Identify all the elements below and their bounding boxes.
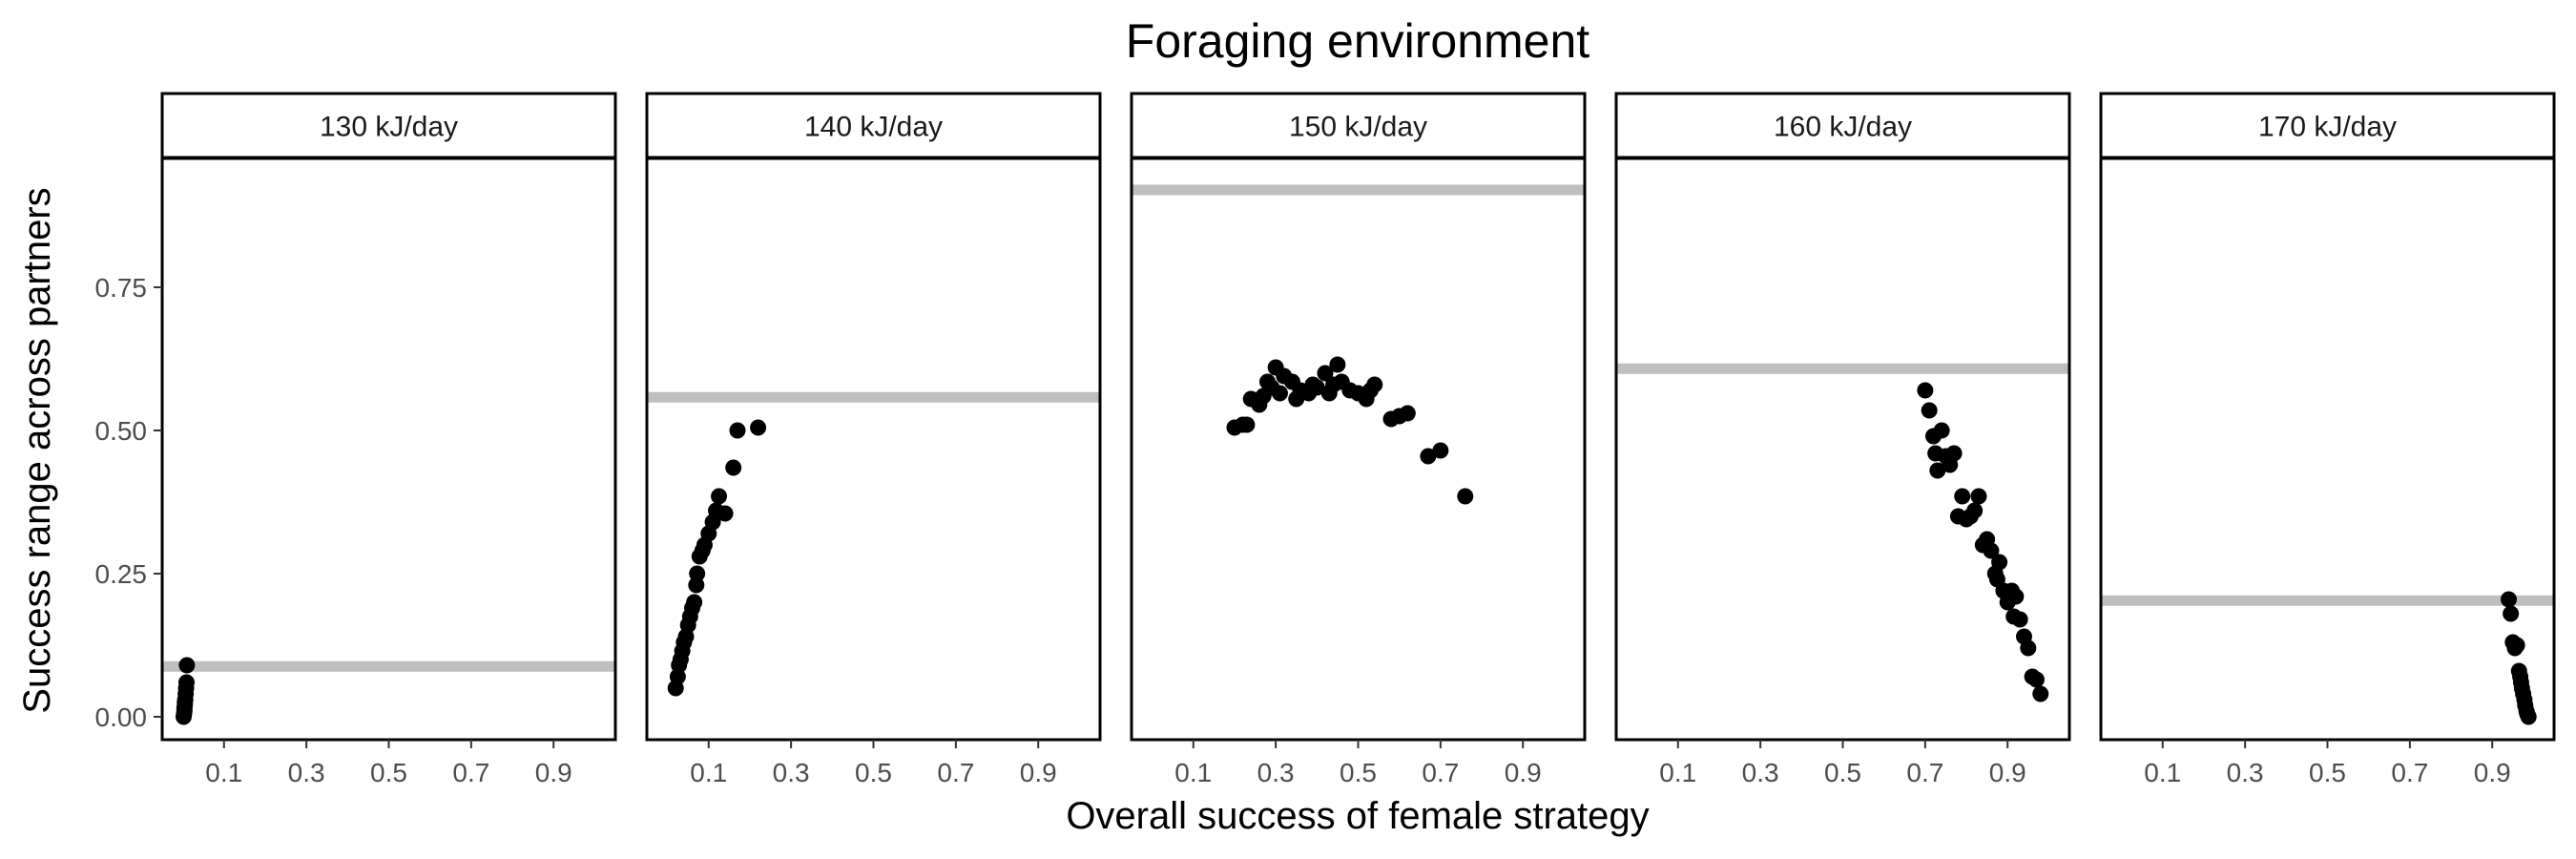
data-point (2501, 591, 2517, 608)
x-tick-label: 0.3 (1742, 758, 1779, 787)
x-tick-label: 0.7 (452, 758, 489, 787)
data-point (1457, 488, 1474, 505)
panel-border (1614, 157, 2071, 742)
points-group (175, 657, 196, 725)
data-point (1238, 416, 1256, 433)
y-tick-label: 0.00 (95, 702, 148, 732)
chart-title: Foraging environment (1126, 14, 1589, 68)
data-point (1970, 488, 1987, 505)
data-point (1991, 554, 2008, 571)
data-point (1308, 379, 1325, 396)
strip-box (2099, 92, 2556, 159)
x-tick-label: 0.9 (2474, 758, 2511, 787)
strip-label: 160 kJ/day (1774, 112, 1912, 143)
data-point (1954, 488, 1971, 505)
strip-label: 140 kJ/day (804, 112, 943, 143)
panel-border (160, 157, 617, 742)
points-group (1917, 382, 2049, 702)
data-point (1917, 382, 1934, 399)
x-tick-label: 0.1 (2144, 758, 2181, 787)
data-point (729, 422, 746, 439)
data-point (1420, 448, 1437, 465)
data-point (1929, 462, 1946, 479)
data-point (750, 419, 767, 436)
strip-label: 150 kJ/day (1289, 112, 1427, 143)
data-point (689, 565, 706, 582)
data-point (1366, 376, 1383, 393)
x-tick-label: 0.7 (937, 758, 974, 787)
data-point (1317, 365, 1334, 382)
x-tick-label: 0.9 (1989, 758, 2026, 787)
points-group (667, 419, 767, 697)
x-tick-label: 0.5 (1824, 758, 1861, 787)
data-point (2520, 708, 2537, 725)
strip-box (1130, 92, 1587, 159)
data-point (711, 488, 728, 505)
x-tick-label: 0.9 (535, 758, 572, 787)
x-tick-label: 0.5 (2309, 758, 2346, 787)
x-tick-label: 0.9 (1020, 758, 1057, 787)
data-point (686, 594, 703, 611)
data-point (2032, 685, 2049, 702)
x-tick-label: 0.3 (1257, 758, 1295, 787)
data-point (1921, 402, 1938, 419)
x-tick-label: 0.1 (205, 758, 242, 787)
panel-2: 150 kJ/day 0.1 0.3 0.5 0.7 0.9 (1130, 92, 1587, 787)
x-tick-label: 0.1 (1659, 758, 1696, 787)
x-tick-label: 0.3 (288, 758, 325, 787)
y-axis: 0.00 0.25 0.50 0.75 (95, 273, 162, 732)
x-tick-label: 0.1 (690, 758, 727, 787)
data-point (2007, 588, 2025, 605)
y-tick-label: 0.75 (95, 273, 148, 303)
panel-4: 170 kJ/day 0.1 0.3 0.5 0.7 0.9 (2099, 92, 2556, 787)
x-axis-title: Overall success of female strategy (1066, 795, 1649, 837)
strip-box (645, 92, 1102, 159)
points-group (1226, 356, 1474, 505)
panel-border (645, 157, 1102, 742)
data-point (1432, 442, 1449, 459)
x-tick-label: 0.7 (1906, 758, 1943, 787)
strip-box (1614, 92, 2071, 159)
data-point (1271, 385, 1288, 402)
x-tick-label: 0.7 (2391, 758, 2428, 787)
y-tick-label: 0.50 (95, 416, 148, 446)
data-point (2503, 605, 2520, 622)
x-tick-label: 0.5 (370, 758, 407, 787)
x-tick-label: 0.9 (1505, 758, 1542, 787)
y-axis-title: Success range across partners (16, 187, 58, 713)
strip-box (160, 92, 617, 159)
strip-label: 130 kJ/day (320, 112, 458, 143)
strip-label: 170 kJ/day (2258, 112, 2397, 143)
panel-border (2099, 157, 2556, 742)
x-tick-label: 0.5 (855, 758, 892, 787)
panel-border (1130, 157, 1587, 742)
x-tick-label: 0.3 (773, 758, 810, 787)
data-point (1966, 502, 1984, 519)
data-point (1983, 542, 2000, 559)
x-tick-label: 0.7 (1422, 758, 1459, 787)
panels-group: 130 kJ/day 0.1 0.3 0.5 0.7 0.9 140 kJ/day 0.1 0.… (160, 92, 2556, 787)
data-point (1399, 405, 1416, 422)
data-point (2027, 671, 2045, 688)
data-point (2508, 637, 2525, 654)
data-point (1329, 356, 1346, 373)
data-point (2020, 639, 2037, 657)
data-point (2011, 611, 2028, 628)
panel-0: 130 kJ/day 0.1 0.3 0.5 0.7 0.9 (160, 92, 617, 787)
x-tick-label: 0.5 (1340, 758, 1377, 787)
data-point (1933, 422, 1950, 439)
data-point (717, 505, 734, 522)
points-group (2501, 591, 2537, 725)
data-point (725, 459, 742, 476)
y-tick-label: 0.25 (95, 559, 148, 589)
x-tick-label: 0.1 (1174, 758, 1212, 787)
data-point (177, 674, 195, 691)
data-point (1945, 445, 1963, 462)
panel-1: 140 kJ/day 0.1 0.3 0.5 0.7 0.9 (645, 92, 1102, 787)
data-point (178, 657, 196, 674)
x-tick-label: 0.3 (2227, 758, 2264, 787)
panel-3: 160 kJ/day 0.1 0.3 0.5 0.7 0.9 (1614, 92, 2071, 787)
